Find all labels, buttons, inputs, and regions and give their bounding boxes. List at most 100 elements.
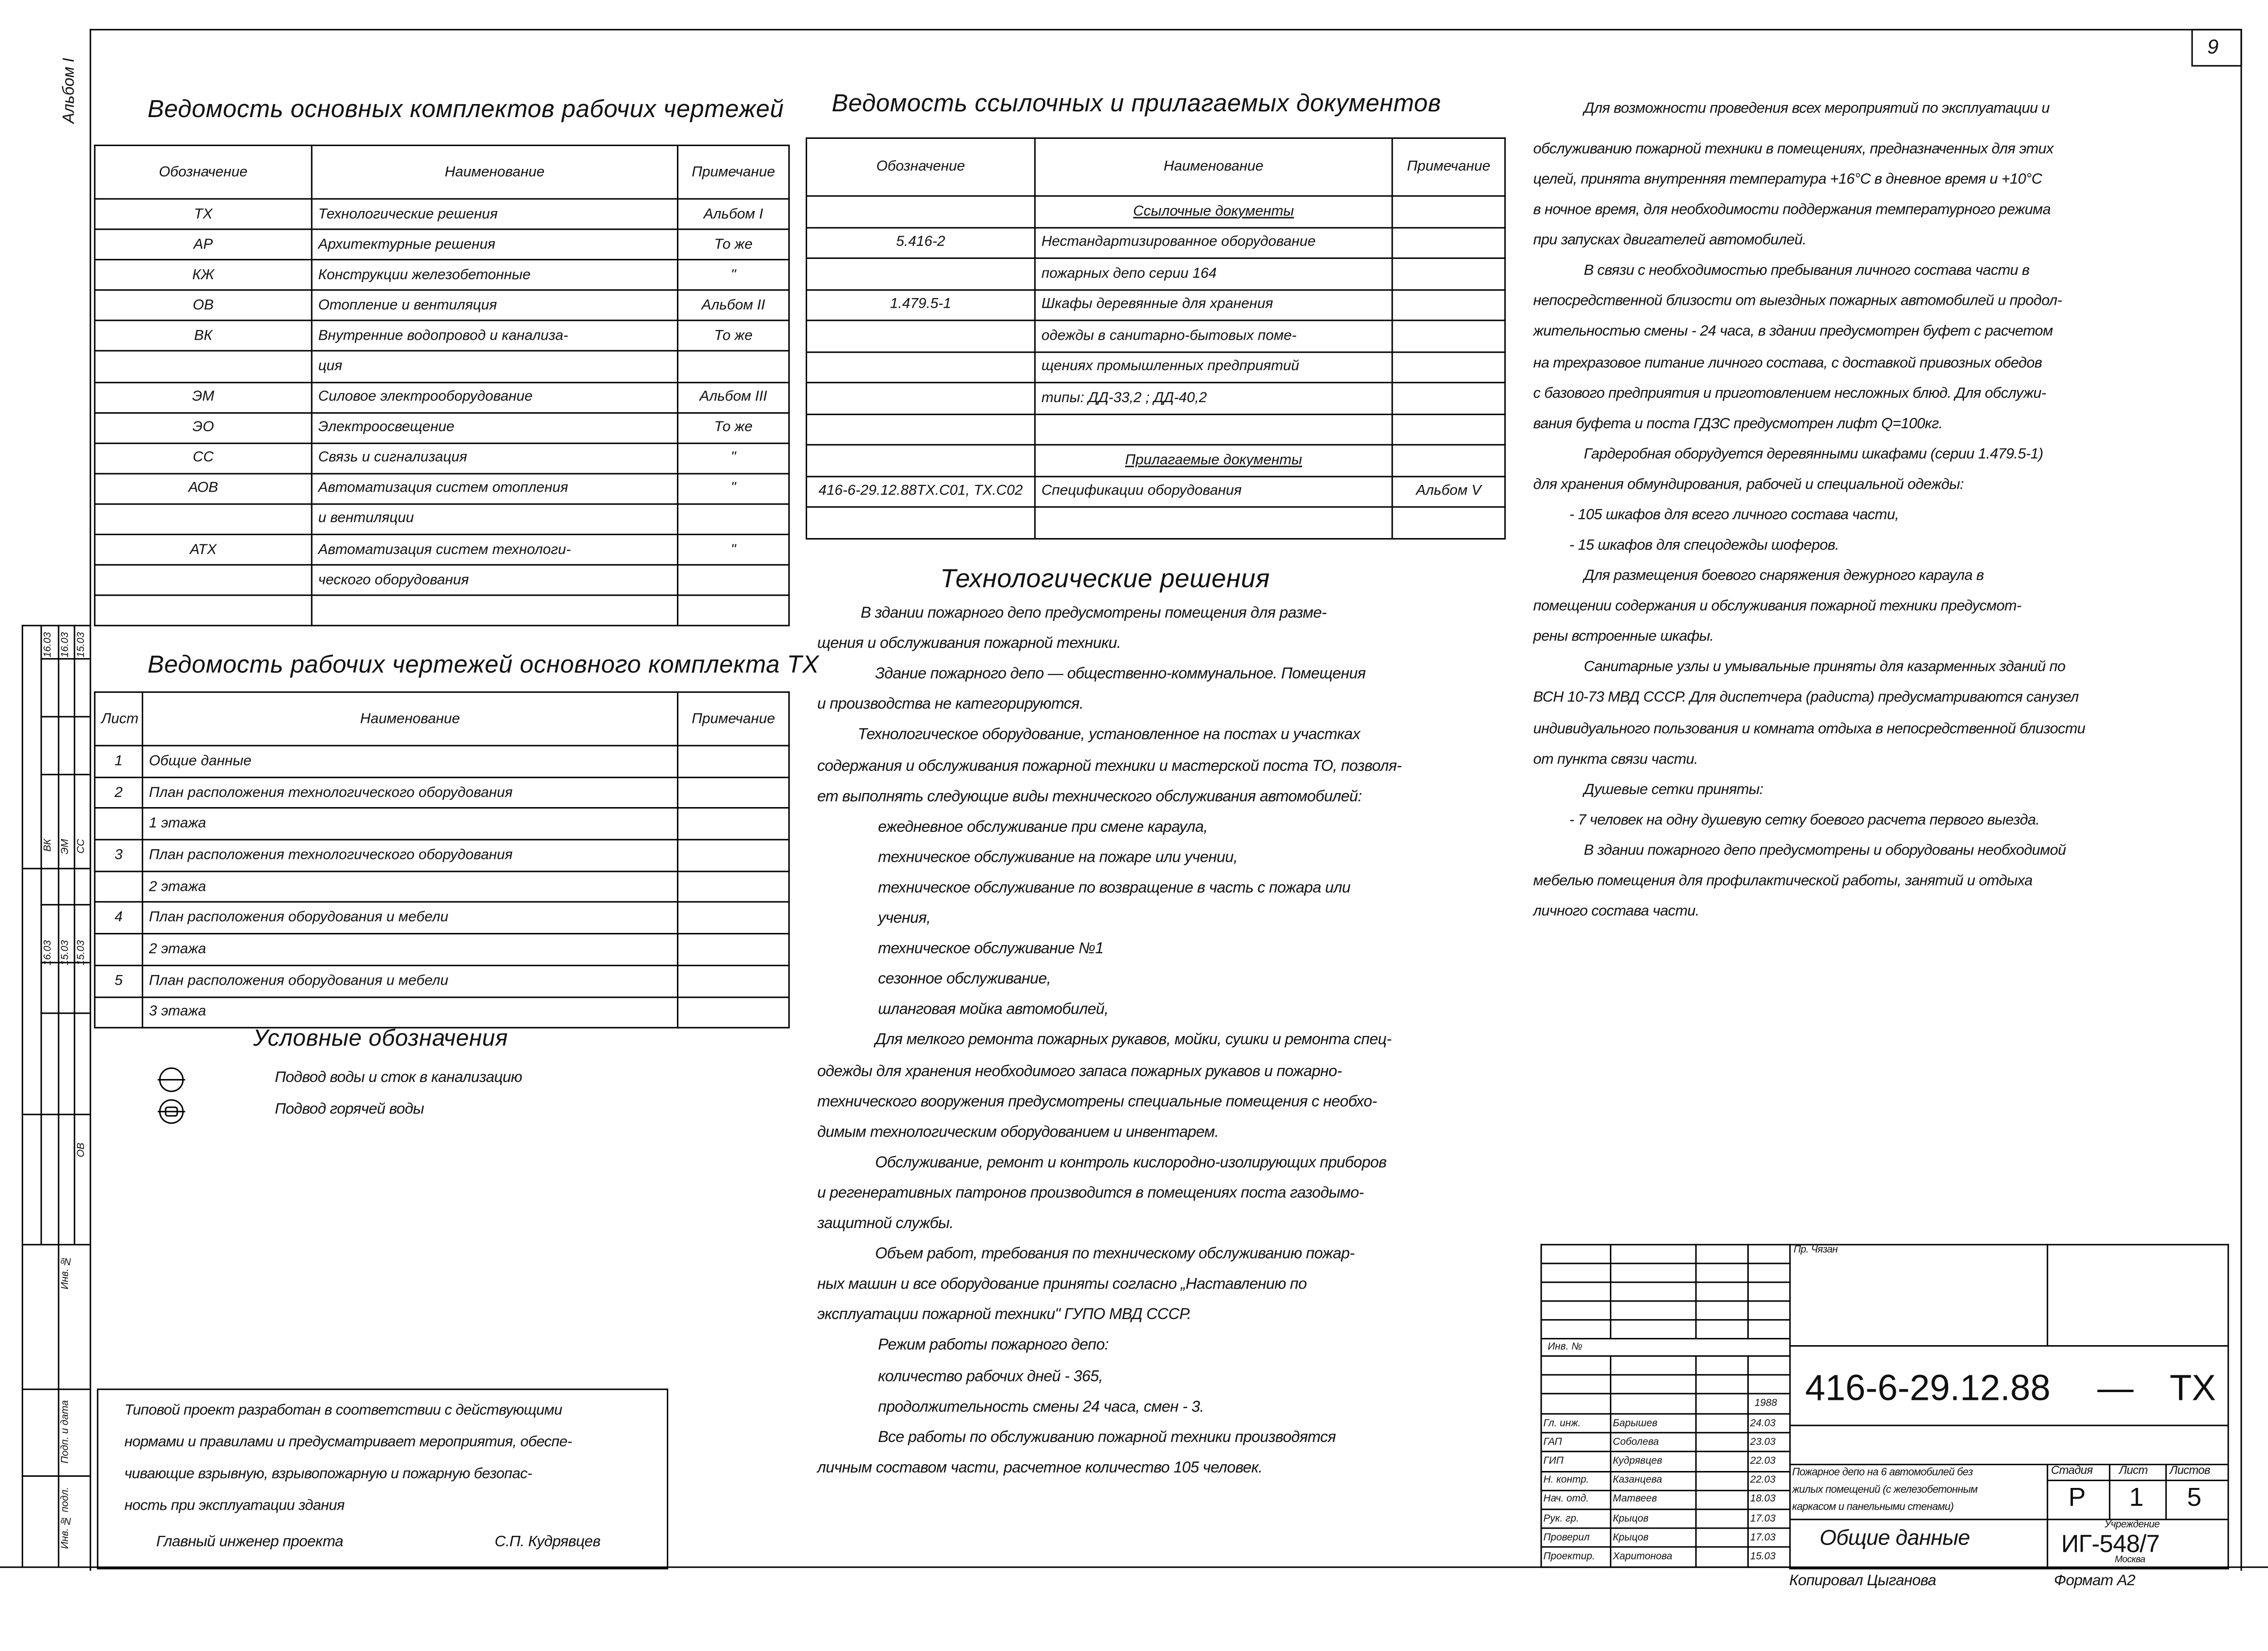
document-code-suffix: ТХ (2169, 1368, 2216, 1409)
text-line: помещении содержания и обслуживания пожа… (1533, 599, 2022, 615)
designation-cell: 1.479.5-1 (805, 288, 1036, 321)
signature-row: ГАП Соболева 23.03 (1540, 1432, 1791, 1453)
text-line: от пункта связи части. (1533, 751, 1698, 768)
text-line: Здание пожарного депо — общественно-комм… (875, 665, 1366, 683)
name-cell: 2 этажа (141, 870, 678, 903)
title-block-frame (1789, 1244, 2229, 1570)
signature-name: Крыцов (1609, 1508, 1697, 1529)
title-block-row (1540, 1374, 1791, 1395)
album-label: Альбом I (60, 58, 78, 123)
name-cell (311, 595, 678, 627)
title-block-cell (1540, 1262, 1611, 1283)
text-line: вания буфета и поста ГДЗС предусмотрен л… (1533, 416, 1943, 432)
side-date: 16.03 (43, 940, 54, 966)
text-line: ВСН 10-73 МВД СССР. Для диспетчера (ради… (1533, 690, 2079, 707)
text-line: чивающие взрывную, взрывопожарную и пожа… (124, 1467, 532, 1483)
designation-cell (805, 319, 1036, 352)
text-line: щения и обслуживания пожарной техники. (817, 635, 1121, 653)
side-date: 16.03 (60, 632, 71, 658)
text-line: - 7 человек на одну душевую сетку боевог… (1569, 812, 2040, 829)
designation-cell: ЭО (94, 411, 313, 444)
signature-name: Харитонова (1609, 1546, 1697, 1567)
designation-cell (805, 257, 1036, 290)
text-line: шланговая мойка автомобилей, (878, 1001, 1109, 1019)
signature-cell (1695, 1413, 1749, 1434)
table-row: КЖ Конструкции железобетонные " (94, 259, 790, 291)
stage-value: Р (2068, 1482, 2086, 1512)
table-row: пожарных депо серии 164 (805, 257, 1506, 290)
title-block-row (1540, 1244, 1791, 1264)
table-row: 2 этажа (94, 933, 790, 966)
copied-by: Копировал Цыганова (1789, 1572, 1937, 1590)
column-header: Обозначение (805, 137, 1036, 197)
title-block-cell (1747, 1374, 1791, 1395)
signature-date: 24.03 (1747, 1413, 1791, 1434)
name-cell: ческого оборудования (311, 564, 678, 597)
name-cell: Нестандартизированное оборудование (1034, 226, 1393, 259)
signature-role: ГАП (1540, 1432, 1611, 1453)
table-row: 2 этажа (94, 870, 790, 903)
table-row (94, 595, 790, 627)
name-cell: Общие данные (141, 745, 678, 778)
name-cell: щениях промышленных предприятий (1034, 350, 1393, 384)
note-cell (676, 350, 790, 383)
signature-date: 15.03 (1747, 1546, 1791, 1567)
signature-name: Барышев (1609, 1413, 1697, 1434)
table-header-row: Обозначение Наименование Примечание (94, 144, 790, 200)
table-row: типы: ДД-33,2 ; ДД-40,2 (805, 382, 1506, 415)
sheet-header: Лист (2119, 1464, 2148, 1477)
text-line: и регенеративных патронов производится в… (817, 1184, 1364, 1202)
signature-cell (1695, 1470, 1749, 1491)
signature-role: Н. контр. (1540, 1470, 1611, 1491)
signature-date: 22.03 (1747, 1470, 1791, 1491)
text-line: В связи с необходимостью пребывания личн… (1584, 263, 2029, 280)
designation-cell (94, 870, 143, 903)
text-line: Гардеробная оборудуется деревянными шкаф… (1584, 447, 2043, 463)
name-cell: План расположения технологического обору… (141, 776, 678, 810)
main-sets-table: Обозначение Наименование Примечание ТХ Техно… (94, 144, 790, 627)
document-code: 416-6-29.12.88 (1805, 1368, 2051, 1409)
signature-date: 23.03 (1747, 1432, 1791, 1453)
designation-cell (805, 382, 1036, 415)
signature-row: Н. контр. Казанцева 22.03 (1540, 1470, 1791, 1491)
title-block-cell (1609, 1281, 1697, 1302)
table-row: ЭО Электроосвещение То же (94, 411, 790, 444)
table-row: ЭМ Силовое электрооборудование Альбом III (94, 381, 790, 413)
signature-role: ГИП (1540, 1451, 1611, 1472)
text-line: Обслуживание, ремонт и контроль кислород… (875, 1154, 1387, 1171)
side-dept: ОВ (76, 1142, 87, 1157)
designation-cell: 5 (94, 964, 143, 998)
title-block-row: 1988 (1540, 1393, 1791, 1415)
text-line: Технологическое оборудование, установлен… (857, 726, 1361, 744)
title-block-cell (1540, 1374, 1611, 1395)
note-cell: Альбом III (676, 381, 790, 413)
title-block-cell (1695, 1262, 1749, 1283)
year-cell: 1988 (1747, 1393, 1791, 1415)
table-row: Ссылочные документы (805, 195, 1506, 228)
title-block-cell (1747, 1300, 1791, 1321)
text-line: В здании пожарного депо предусмотрены и … (1584, 843, 2066, 859)
note-cell (676, 870, 790, 903)
designation-cell: АОВ (94, 472, 313, 505)
signature-cell (1695, 1489, 1749, 1510)
signature-row: Рук. гр. Крыцов 17.03 (1540, 1508, 1791, 1529)
note-cell (676, 996, 790, 1029)
legend-item-label: Подвод воды и сток в канализацию (274, 1069, 523, 1086)
legend-item-label: Подвод горячей воды (274, 1100, 424, 1118)
note-cell: Альбом V (1391, 475, 1506, 508)
sheets-header: Листов (2169, 1464, 2210, 1477)
signature-cell (1695, 1508, 1749, 1529)
designation-cell: ВК (94, 320, 313, 352)
project-description-line: Пожарное депо на 6 автомобилей без (1792, 1465, 1973, 1478)
text-line: при запусках двигателей автомобилей. (1533, 233, 1807, 249)
title-block-row (1540, 1355, 1791, 1376)
text-line: ных машин и все оборудование приняты сог… (817, 1276, 1307, 1293)
text-line: жительностью смены - 24 часа, в здании п… (1533, 324, 2053, 341)
designation-cell (94, 933, 143, 966)
text-line: эксплуатации пожарной техники" ГУПО МВД … (817, 1306, 1191, 1324)
title-block-signatures: Инв. № 1988 Гл. инж. Барышев 24.03 ГАП Соболев… (1540, 1244, 1791, 1567)
text-line: техническое обслуживание на пожаре или у… (878, 849, 1238, 866)
sheet-number-box (2191, 29, 2242, 67)
name-cell: Прилагаемые документы (1034, 444, 1393, 477)
title-block-cell (1609, 1300, 1697, 1321)
